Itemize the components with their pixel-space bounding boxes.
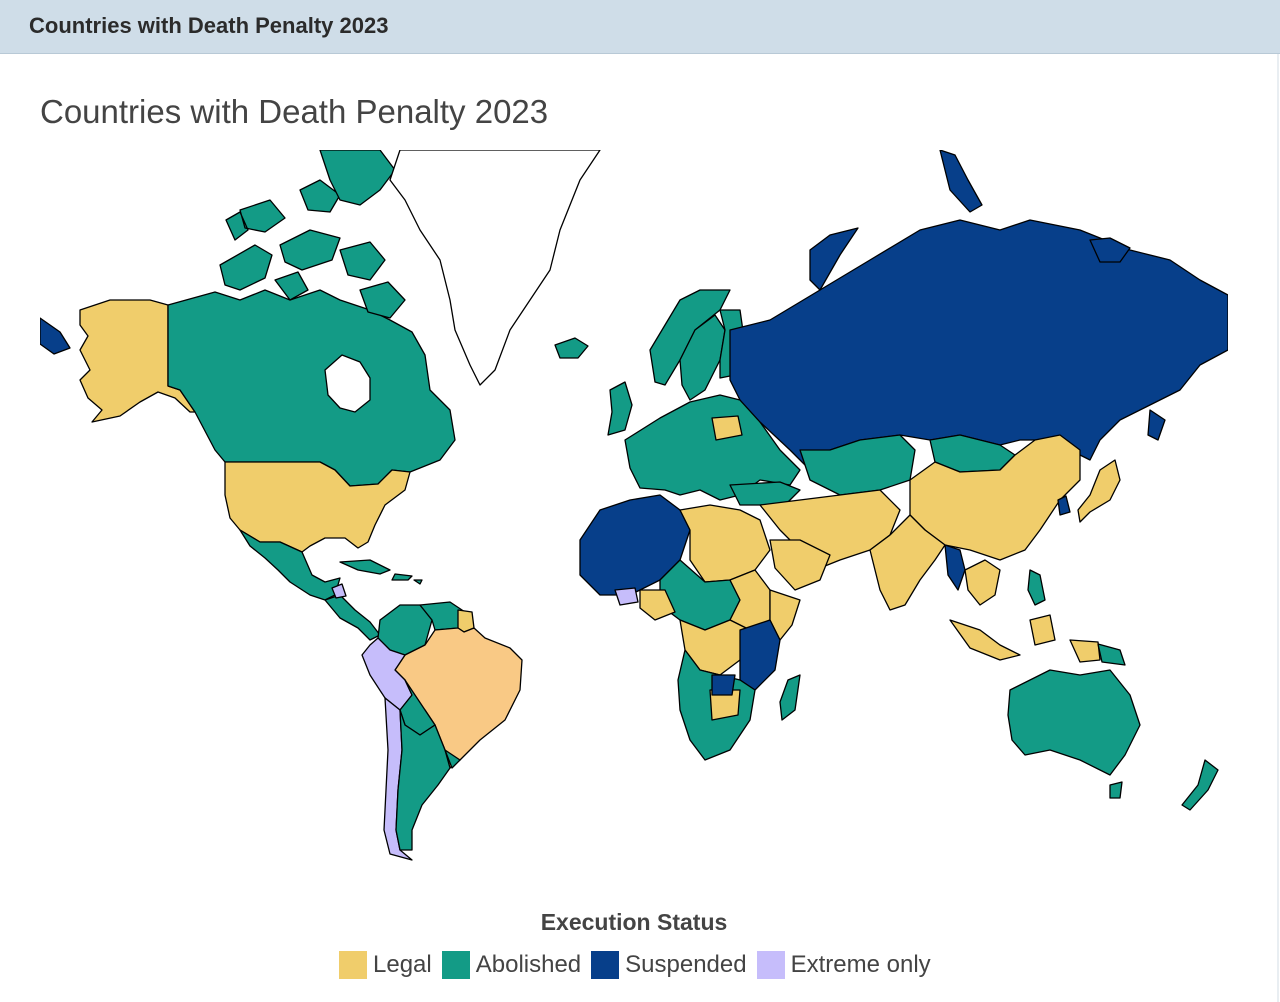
greenland [389, 150, 601, 386]
country-cuba [339, 559, 391, 575]
country-png-east [1097, 643, 1126, 666]
country-australia [1007, 669, 1141, 776]
legend-label: Legal [373, 951, 432, 978]
country-madagascar [779, 674, 801, 721]
country-burkina [614, 587, 639, 606]
country-zimbabwe [711, 674, 736, 696]
country-turkey [729, 481, 801, 506]
scroll-track [1277, 54, 1279, 1002]
country-east-africa [739, 619, 781, 691]
country-png [1069, 639, 1101, 663]
country-russia-islands [809, 150, 1166, 441]
page-title: Countries with Death Penalty 2023 [29, 13, 389, 38]
country-guatemala [331, 583, 347, 599]
legend-item-extreme-only[interactable]: Extreme only [756, 951, 931, 979]
legend-item-abolished[interactable]: Abolished [441, 951, 582, 979]
legend-swatch [756, 951, 785, 979]
legend-title: Execution Status [540, 909, 728, 935]
country-nigeria [639, 589, 676, 621]
country-north-africa [579, 494, 691, 596]
country-central-america [324, 594, 381, 641]
country-uk [607, 381, 633, 436]
country-india [869, 514, 946, 611]
country-saudi [769, 539, 831, 591]
country-korea [1057, 495, 1071, 516]
country-canada [167, 289, 456, 487]
world-map [40, 150, 1228, 861]
legend-swatch [339, 951, 367, 979]
country-caribbean [391, 573, 423, 585]
country-new-zealand [1181, 759, 1219, 811]
legend-label: Abolished [475, 951, 582, 978]
legend-label: Extreme only [790, 951, 931, 978]
hudson-bay [324, 354, 371, 413]
top-bar: Countries with Death Penalty 2023 [0, 0, 1280, 54]
legend-item-suspended[interactable]: Suspended [591, 951, 747, 979]
country-libya-egypt [679, 504, 771, 583]
country-philippines [1027, 569, 1046, 606]
country-indochina [964, 559, 1001, 606]
country-tasmania [1109, 781, 1123, 799]
country-iceland [554, 337, 589, 359]
legend: Legal Abolished Suspended Extreme only [339, 951, 941, 979]
country-alaska-west [40, 317, 71, 355]
map-title: Countries with Death Penalty 2023 [40, 93, 549, 130]
country-japan [1077, 459, 1121, 523]
country-indonesia [949, 614, 1056, 661]
country-myanmar [944, 544, 966, 591]
country-kazakhstan [799, 434, 916, 496]
legend-swatch [591, 951, 620, 979]
legend-item-legal[interactable]: Legal [339, 951, 432, 979]
country-canada-islands [219, 179, 406, 319]
legend-swatch [441, 951, 470, 979]
country-argentina [395, 709, 451, 851]
country-horn [769, 589, 801, 641]
country-uruguay [444, 749, 461, 769]
country-canada-north [319, 150, 396, 206]
legend-label: Suspended [625, 951, 747, 978]
country-belarus [711, 415, 743, 441]
